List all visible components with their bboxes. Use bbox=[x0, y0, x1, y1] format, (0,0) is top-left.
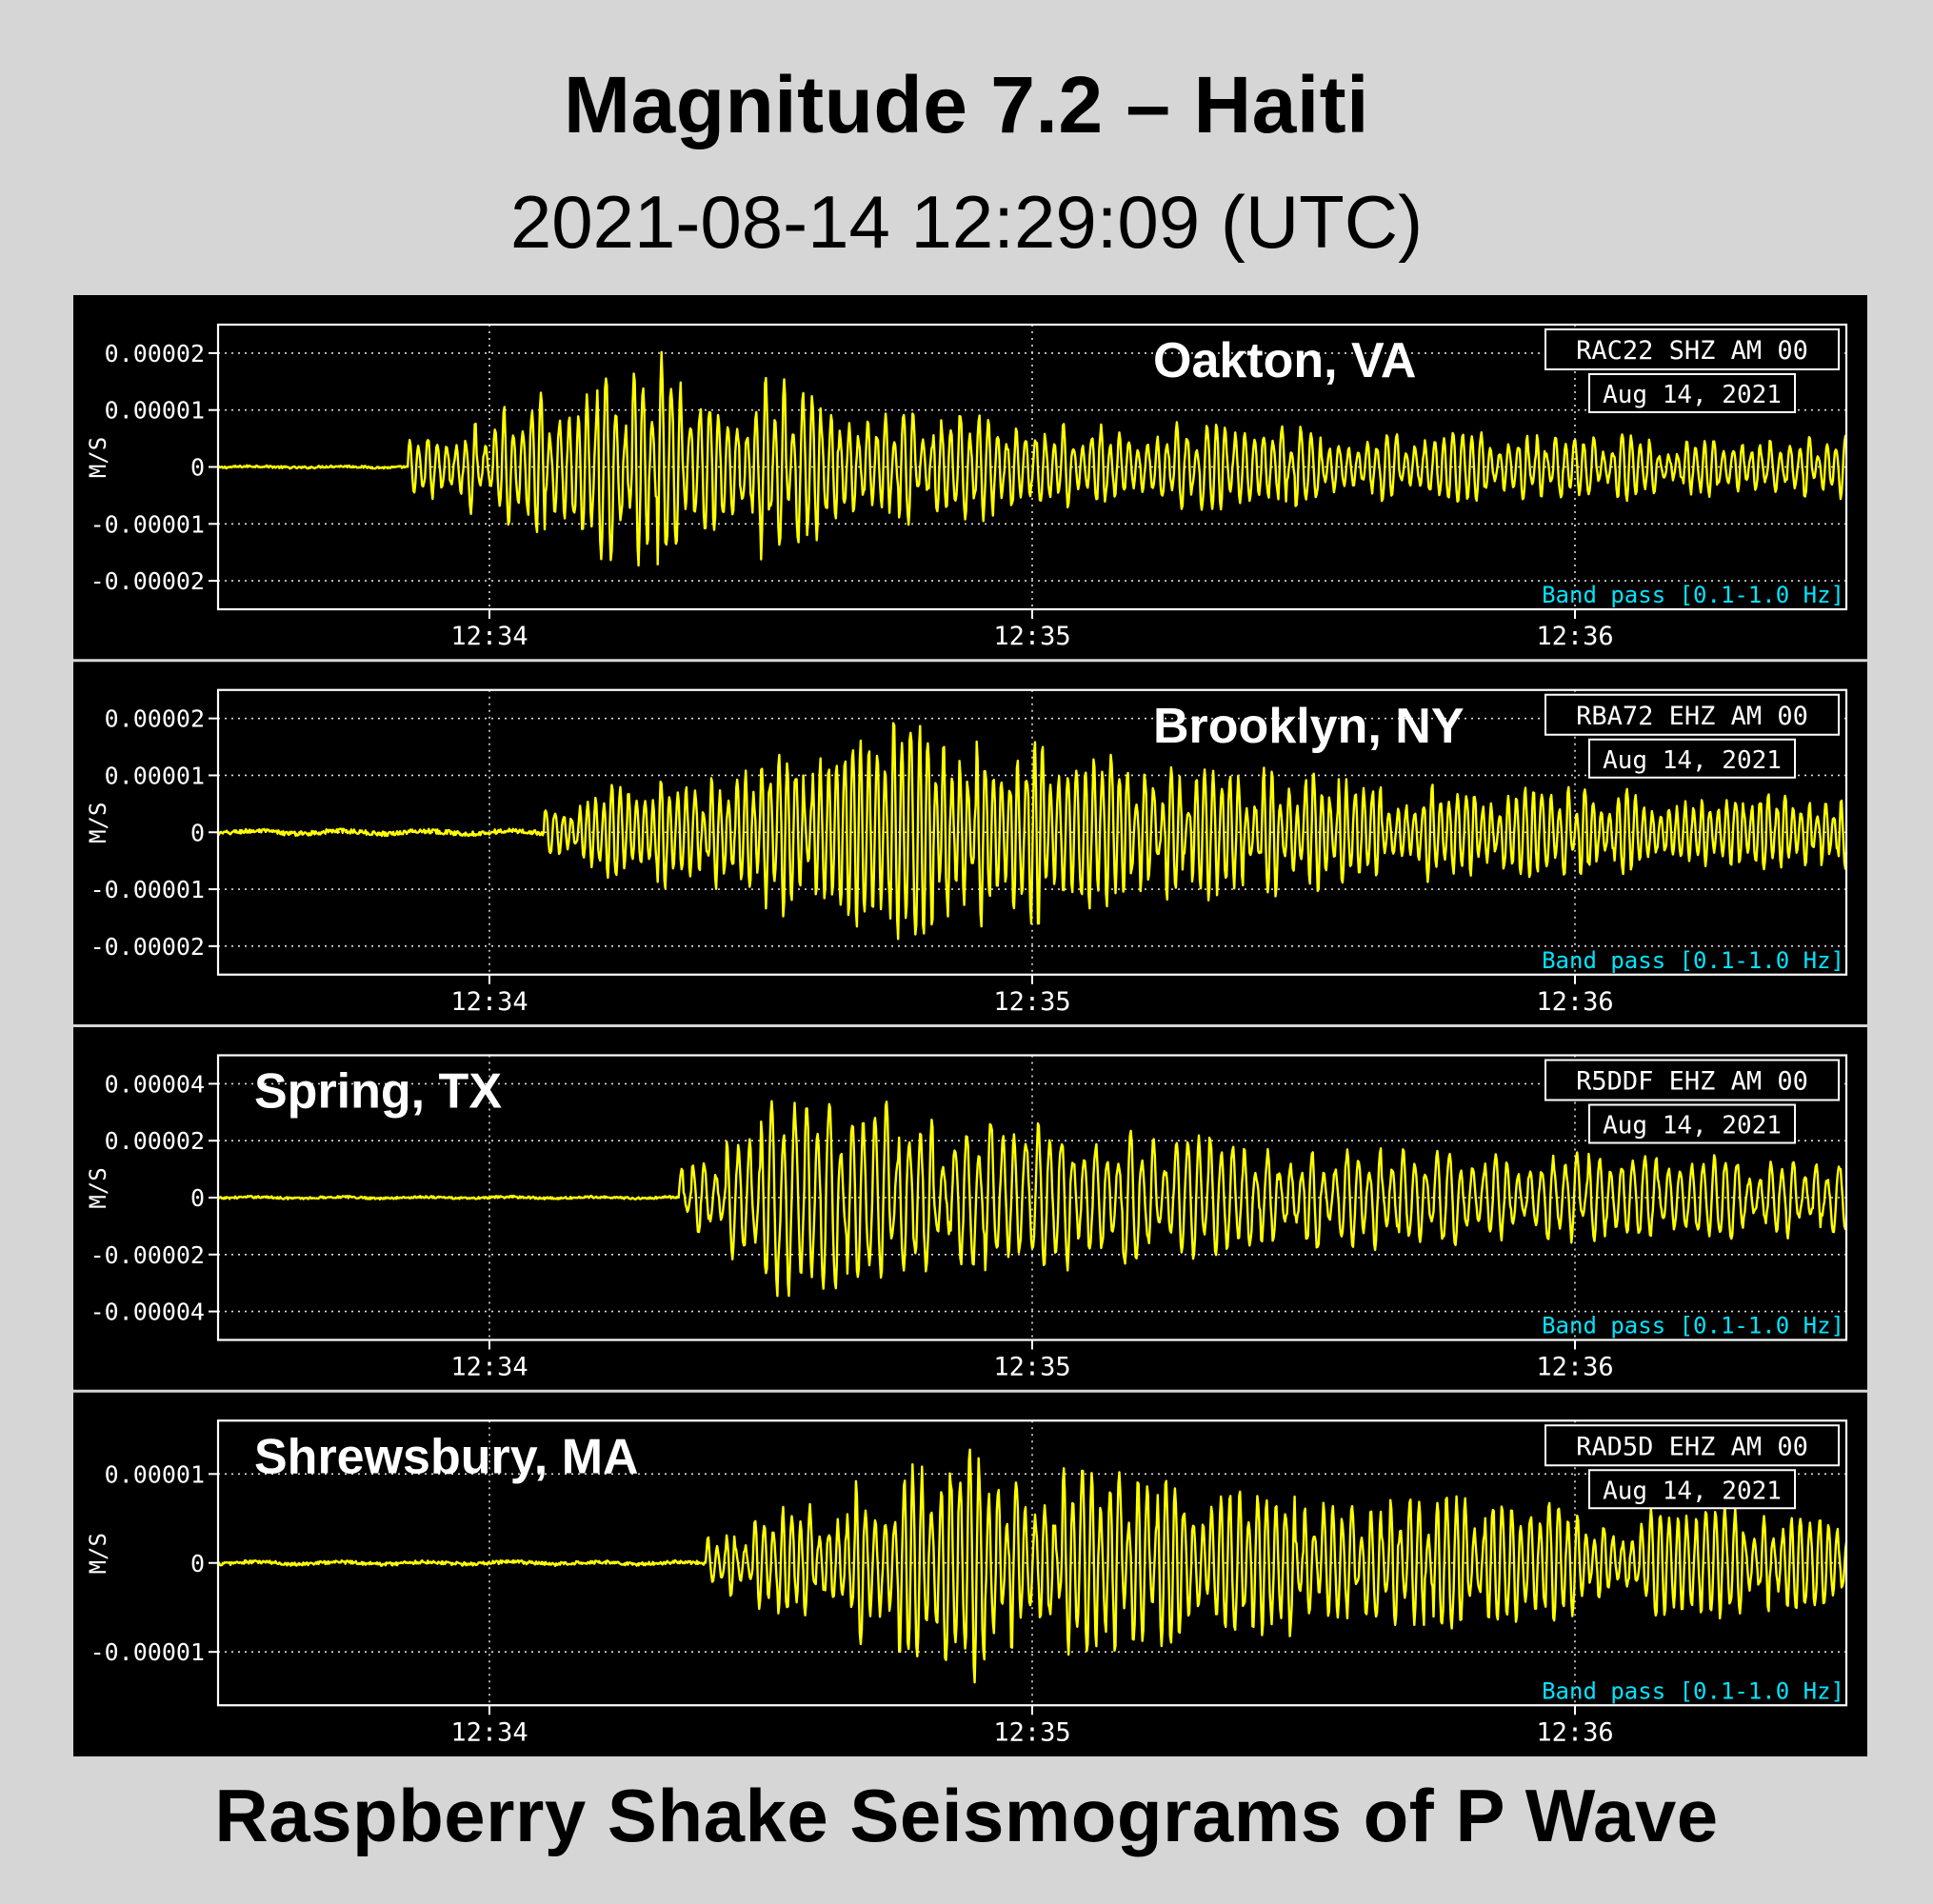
x-tick-label: 12:34 bbox=[450, 1353, 528, 1382]
x-tick-label: 12:35 bbox=[993, 622, 1070, 651]
station-location-label: Shrewsbury, MA bbox=[254, 1429, 639, 1484]
x-tick-label: 12:34 bbox=[450, 987, 528, 1017]
y-tick-label: -0.00001 bbox=[90, 876, 205, 903]
date-box bbox=[1588, 738, 1796, 779]
station-location-label: Brooklyn, NY bbox=[1153, 699, 1465, 754]
station-code: RBA72 EHZ AM 00 bbox=[1576, 702, 1808, 731]
filter-label: Band pass [0.1-1.0 Hz] bbox=[1542, 1313, 1844, 1339]
station-code: R5DDF EHZ AM 00 bbox=[1576, 1067, 1808, 1097]
station-box bbox=[1544, 1424, 1840, 1467]
station-box bbox=[1544, 328, 1840, 370]
seismogram-trace bbox=[217, 1448, 1848, 1684]
x-tick-label: 12:35 bbox=[993, 1353, 1070, 1382]
y-axis-label: M/S bbox=[85, 1533, 111, 1574]
seismogram-trace bbox=[217, 1100, 1848, 1298]
y-tick-label: 0 bbox=[190, 1184, 205, 1212]
station-date: Aug 14, 2021 bbox=[1603, 1112, 1782, 1140]
seismogram-trace bbox=[217, 350, 1848, 567]
x-tick-label: 12:36 bbox=[1536, 1717, 1613, 1747]
y-tick-label: 0.00002 bbox=[105, 340, 205, 367]
date-box bbox=[1588, 373, 1796, 413]
figure-caption: Raspberry Shake Seismograms of P Wave bbox=[214, 1774, 1719, 1857]
seismogram-panel-4: 0.00001 0 -0.00001 M/S 12:34 12:35 12:36 RAD5D … bbox=[73, 1389, 1867, 1747]
station-date: Aug 14, 2021 bbox=[1603, 381, 1782, 409]
y-axis-label: M/S bbox=[85, 1167, 111, 1208]
x-tick-label: 12:34 bbox=[450, 622, 528, 651]
y-tick-label: -0.00002 bbox=[90, 567, 205, 595]
date-box bbox=[1588, 1469, 1796, 1510]
y-tick-label: -0.00002 bbox=[90, 1241, 205, 1269]
y-tick-label: 0.00002 bbox=[105, 1127, 205, 1155]
filter-label: Band pass [0.1-1.0 Hz] bbox=[1542, 947, 1844, 974]
event-timestamp: 2021-08-14 12:29:09 (UTC) bbox=[509, 180, 1424, 264]
station-box bbox=[1544, 1059, 1840, 1101]
y-tick-label: 0 bbox=[190, 819, 205, 846]
station-date: Aug 14, 2021 bbox=[1603, 746, 1782, 775]
y-tick-label: -0.00001 bbox=[90, 510, 205, 538]
y-tick-label: 0.00001 bbox=[105, 397, 205, 425]
station-code: RAD5D EHZ AM 00 bbox=[1576, 1432, 1808, 1461]
seismogram-panel-3: 0.00004 0.00002 0 -0.00002 -0.00004 M/S 12:34 1… bbox=[73, 1024, 1867, 1382]
seismogram-panels: 0.00002 0.00001 0 -0.00001 -0.00002 M/S 12:34 1… bbox=[73, 323, 1867, 1747]
station-location-label: Oakton, VA bbox=[1153, 333, 1416, 388]
y-tick-label: 0 bbox=[190, 454, 205, 482]
seismogram-panel-1: 0.00002 0.00001 0 -0.00001 -0.00002 M/S 12:34 1… bbox=[85, 323, 1848, 651]
page-title: Magnitude 7.2 – Haiti bbox=[564, 60, 1369, 149]
y-tick-label: 0.00002 bbox=[105, 705, 205, 733]
y-tick-label: -0.00004 bbox=[90, 1299, 205, 1326]
y-tick-label: -0.00001 bbox=[90, 1638, 205, 1666]
station-date: Aug 14, 2021 bbox=[1603, 1477, 1782, 1505]
y-axis-label: M/S bbox=[85, 803, 111, 843]
y-tick-label: -0.00002 bbox=[90, 933, 205, 961]
x-tick-label: 12:36 bbox=[1536, 1353, 1613, 1382]
station-code: RAC22 SHZ AM 00 bbox=[1576, 336, 1808, 366]
station-location-label: Spring, TX bbox=[254, 1064, 502, 1120]
station-box bbox=[1544, 693, 1840, 736]
x-tick-label: 12:35 bbox=[993, 987, 1070, 1017]
x-tick-label: 12:36 bbox=[1536, 622, 1613, 651]
y-tick-label: 0 bbox=[190, 1550, 205, 1577]
filter-label: Band pass [0.1-1.0 Hz] bbox=[1542, 1677, 1844, 1704]
seismogram-figure: 0.00002 0.00001 0 -0.00001 -0.00002 M/S 12:34 1… bbox=[73, 295, 1867, 1756]
seismogram-trace bbox=[216, 722, 1848, 941]
y-axis-label: M/S bbox=[85, 437, 111, 478]
x-tick-label: 12:34 bbox=[450, 1717, 528, 1747]
seismogram-panel-2: 0.00002 0.00001 0 -0.00001 -0.00002 M/S 12:34 1… bbox=[73, 659, 1867, 1017]
date-box bbox=[1588, 1103, 1796, 1144]
y-tick-label: 0.00001 bbox=[105, 1460, 205, 1488]
x-tick-label: 12:36 bbox=[1536, 987, 1613, 1017]
y-tick-label: 0.00004 bbox=[105, 1070, 205, 1098]
x-tick-label: 12:35 bbox=[993, 1717, 1070, 1747]
filter-label: Band pass [0.1-1.0 Hz] bbox=[1542, 582, 1844, 608]
y-tick-label: 0.00001 bbox=[105, 762, 205, 789]
